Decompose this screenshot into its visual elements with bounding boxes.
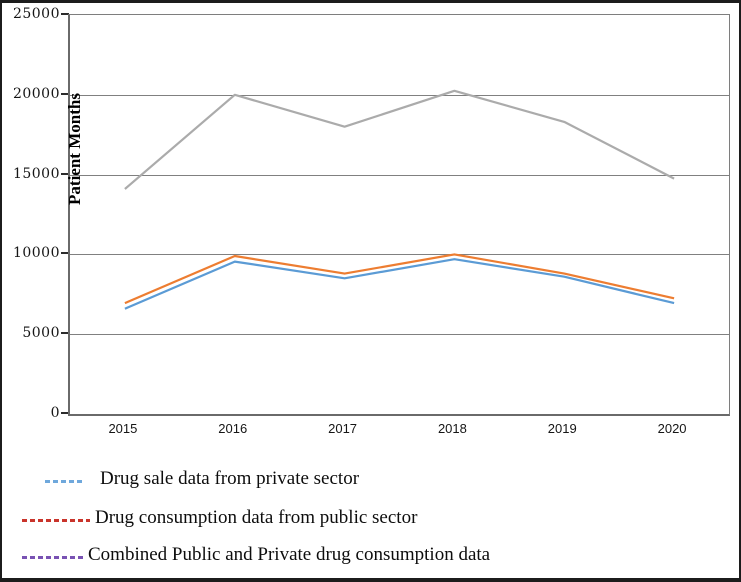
gridline xyxy=(70,174,729,176)
y-axis-title: Patient Months xyxy=(65,93,84,205)
x-tick-label: 2016 xyxy=(218,421,248,436)
plot-area xyxy=(68,14,730,416)
legend-label: Drug consumption data from public sector xyxy=(95,507,418,528)
series-line xyxy=(124,258,675,310)
gridline xyxy=(70,334,729,336)
y-tick-mark xyxy=(61,252,69,255)
gridline xyxy=(70,254,729,256)
plot-lines xyxy=(124,89,675,310)
x-tick-label: 2017 xyxy=(328,421,358,436)
y-tick-mark xyxy=(61,332,69,335)
series-line xyxy=(124,253,675,305)
y-tick-mark xyxy=(61,172,69,175)
series-line xyxy=(124,89,675,190)
x-tick-label: 2020 xyxy=(657,421,687,436)
legend-item-private-sector: Drug sale data from private sector xyxy=(0,468,741,494)
y-tick-label: 0 xyxy=(50,405,60,421)
legend-dash-purple xyxy=(22,556,84,559)
y-tick-label: 20000 xyxy=(12,85,60,102)
y-tick-mark xyxy=(61,92,69,95)
x-tick-label: 2015 xyxy=(108,421,138,436)
gridline xyxy=(70,94,729,96)
y-tick-label: 5000 xyxy=(22,325,60,342)
legend-item-combined: Combined Public and Private drug consump… xyxy=(0,544,741,570)
legend-label: Combined Public and Private drug consump… xyxy=(88,544,491,565)
legend-dash-red xyxy=(22,519,90,522)
y-tick-label: 15000 xyxy=(12,165,60,182)
legend-label: Drug sale data from private sector xyxy=(100,468,360,489)
y-tick-mark xyxy=(61,412,69,414)
x-tick-label: 2019 xyxy=(547,421,577,436)
y-tick-label: 25000 xyxy=(12,6,60,22)
legend-item-public-sector: Drug consumption data from public sector xyxy=(0,507,741,533)
x-tick-label: 2018 xyxy=(437,421,467,436)
legend-dash-blue xyxy=(45,480,85,483)
y-tick-label: 10000 xyxy=(12,245,60,262)
y-tick-mark xyxy=(61,13,69,15)
